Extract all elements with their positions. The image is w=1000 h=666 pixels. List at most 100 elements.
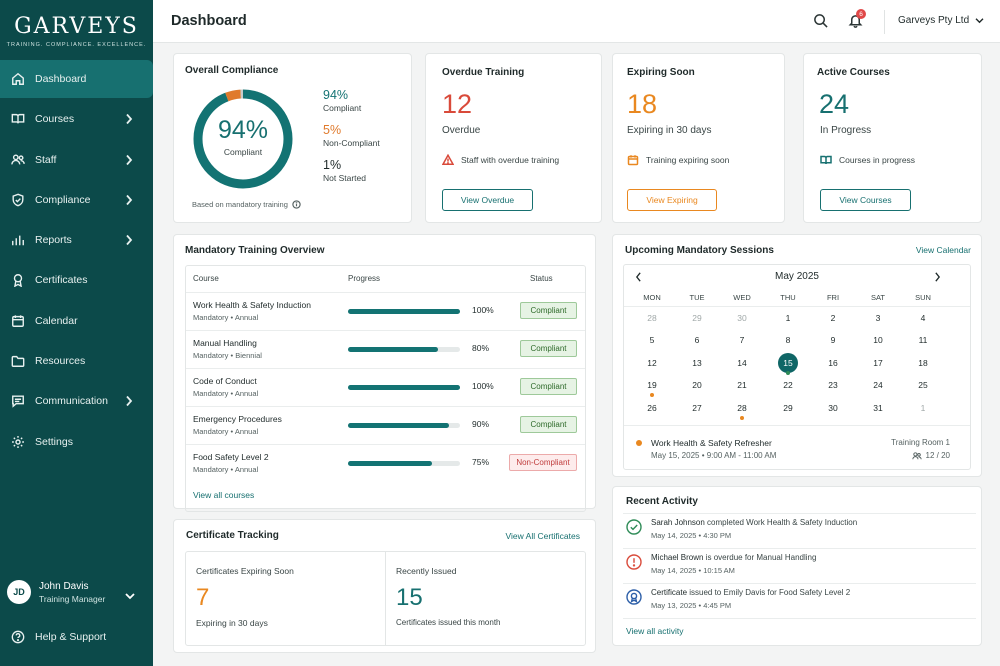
- calendar-day[interactable]: 12: [647, 357, 657, 368]
- calendar-day[interactable]: 14: [737, 357, 747, 368]
- sidebar-item-reports[interactable]: Reports: [0, 221, 153, 259]
- active-courses-note-text: Courses in progress: [839, 155, 916, 165]
- activity-item[interactable]: Sarah Johnson completed Work Health & Sa…: [613, 517, 976, 551]
- calendar-day[interactable]: 29: [692, 313, 702, 323]
- calendar-day[interactable]: 28: [647, 313, 657, 323]
- brand-logo[interactable]: GARVEYS TRAINING. COMPLIANCE. EXCELLENCE…: [0, 14, 153, 48]
- user-menu[interactable]: JD John Davis Training Manager: [7, 576, 147, 608]
- calendar-icon: [11, 314, 25, 328]
- table-row[interactable]: Food Safety Level 2 Mandatory • Annual 75%…: [186, 444, 585, 482]
- help-support-link[interactable]: Help & Support: [11, 630, 106, 644]
- calendar-day[interactable]: 29: [783, 402, 793, 413]
- view-all-courses-link[interactable]: View all courses: [193, 490, 255, 500]
- calendar-day[interactable]: 21: [737, 380, 747, 391]
- table-row[interactable]: Manual Handling Mandatory • Biennial 80% Co…: [186, 330, 585, 368]
- sidebar-item-label: Settings: [35, 435, 73, 448]
- calendar-day[interactable]: 30: [828, 402, 838, 413]
- calendar-day[interactable]: 16: [828, 357, 838, 368]
- view-courses-button[interactable]: View Courses: [820, 189, 911, 211]
- weekday-header: TUE: [689, 293, 705, 302]
- notification-bell-icon[interactable]: 6: [848, 9, 866, 33]
- sidebar-item-label: Reports: [35, 234, 72, 247]
- calendar-day[interactable]: 1: [920, 402, 926, 413]
- calendar-day[interactable]: 27: [692, 402, 702, 413]
- calendar-day[interactable]: 26: [647, 402, 657, 413]
- compliance-footnote: Based on mandatory training: [192, 200, 301, 209]
- calendar-day[interactable]: 13: [692, 357, 702, 368]
- view-all-activity-link[interactable]: View all activity: [626, 626, 684, 636]
- activity-time: May 14, 2025 • 10:15 AM: [651, 566, 735, 575]
- search-icon[interactable]: [813, 13, 828, 33]
- course-frequency: Mandatory • Annual: [193, 313, 259, 322]
- view-calendar-link[interactable]: View Calendar: [915, 245, 971, 255]
- users-icon: [911, 451, 922, 459]
- sidebar-item-settings[interactable]: Settings: [0, 423, 153, 461]
- overdue-title: Overdue Training: [442, 67, 525, 78]
- sidebar: GARVEYS TRAINING. COMPLIANCE. EXCELLENCE…: [0, 0, 153, 666]
- gear-icon: [11, 435, 25, 449]
- table-row[interactable]: Code of Conduct Mandatory • Annual 100% Com…: [186, 368, 585, 406]
- activity-subject: Certificate: [651, 588, 688, 597]
- calendar-day[interactable]: 3: [875, 313, 881, 323]
- mandatory-training-card: Mandatory Training Overview Course Progr…: [173, 234, 596, 512]
- calendar-day[interactable]: 17: [873, 357, 883, 368]
- calendar-day[interactable]: 15: [783, 357, 793, 368]
- award-icon: [11, 273, 25, 288]
- course-frequency: Mandatory • Annual: [193, 465, 259, 474]
- calendar-day[interactable]: 22: [783, 380, 793, 391]
- sidebar-item-dashboard[interactable]: Dashboard: [0, 60, 153, 98]
- chevron-left-icon[interactable]: [635, 272, 642, 285]
- company-selector[interactable]: Garveys Pty Ltd: [898, 15, 984, 26]
- calendar-day[interactable]: 11: [918, 335, 928, 346]
- activity-text: Certificate issued to Emily Davis for Fo…: [651, 588, 850, 597]
- chevron-right-icon[interactable]: [934, 272, 941, 285]
- active-courses-note: Courses in progress: [820, 154, 915, 166]
- course-frequency: Mandatory • Annual: [193, 389, 259, 398]
- legend-notstarted: 1% Not Started: [323, 158, 366, 183]
- activity-text: Sarah Johnson completed Work Health & Sa…: [651, 518, 857, 527]
- sidebar-item-courses[interactable]: Courses: [0, 100, 153, 138]
- calendar-day[interactable]: 10: [873, 335, 883, 346]
- view-expiring-button[interactable]: View Expiring: [627, 189, 717, 211]
- calendar-day[interactable]: 24: [873, 380, 883, 391]
- calendar-day[interactable]: 25: [918, 380, 928, 391]
- calendar-day[interactable]: 30: [737, 313, 747, 323]
- calendar-day[interactable]: 6: [694, 335, 700, 346]
- chevron-down-icon[interactable]: [125, 587, 135, 605]
- calendar-day[interactable]: 31: [873, 402, 883, 413]
- info-icon[interactable]: [292, 200, 301, 209]
- expiring-title: Expiring Soon: [627, 67, 695, 78]
- sidebar-item-resources[interactable]: Resources: [0, 342, 153, 380]
- table-row[interactable]: Emergency Procedures Mandatory • Annual 90…: [186, 406, 585, 444]
- calendar-day[interactable]: 23: [828, 380, 838, 391]
- activity-subject: Sarah Johnson: [651, 518, 705, 527]
- help-support-label: Help & Support: [35, 631, 107, 643]
- table-row[interactable]: Work Health & Safety Induction Mandatory …: [186, 292, 585, 330]
- event-capacity-value: 12 / 20: [925, 451, 950, 460]
- calendar-day[interactable]: 9: [830, 335, 836, 346]
- calendar-day[interactable]: 28: [737, 402, 747, 413]
- sidebar-item-staff[interactable]: Staff: [0, 141, 153, 179]
- calendar-day[interactable]: 20: [692, 380, 702, 391]
- view-all-certificates-link[interactable]: View All Certificates: [505, 531, 580, 541]
- top-divider: [884, 10, 885, 34]
- calendar-day[interactable]: 19: [647, 380, 657, 391]
- calendar-day[interactable]: 1: [785, 313, 791, 323]
- calendar-day[interactable]: 5: [649, 335, 655, 346]
- shield-icon: [11, 193, 25, 207]
- progress-fill: [348, 347, 438, 352]
- sidebar-item-compliance[interactable]: Compliance: [0, 181, 153, 219]
- calendar-day[interactable]: 7: [739, 335, 745, 346]
- user-role: Training Manager: [39, 593, 106, 604]
- calendar-day[interactable]: 2: [830, 313, 836, 323]
- sidebar-item-communication[interactable]: Communication: [0, 382, 153, 420]
- calendar-day[interactable]: 18: [918, 357, 928, 368]
- activity-item[interactable]: Certificate issued to Emily Davis for Fo…: [613, 587, 976, 621]
- sidebar-item-calendar[interactable]: Calendar: [0, 302, 153, 340]
- activity-item[interactable]: Michael Brown is overdue for Manual Hand…: [613, 552, 976, 586]
- expiring-count: 18: [627, 89, 658, 119]
- view-overdue-button[interactable]: View Overdue: [442, 189, 533, 211]
- calendar-day[interactable]: 4: [920, 313, 926, 323]
- sidebar-item-certificates[interactable]: Certificates: [0, 261, 153, 299]
- calendar-day[interactable]: 8: [785, 335, 791, 346]
